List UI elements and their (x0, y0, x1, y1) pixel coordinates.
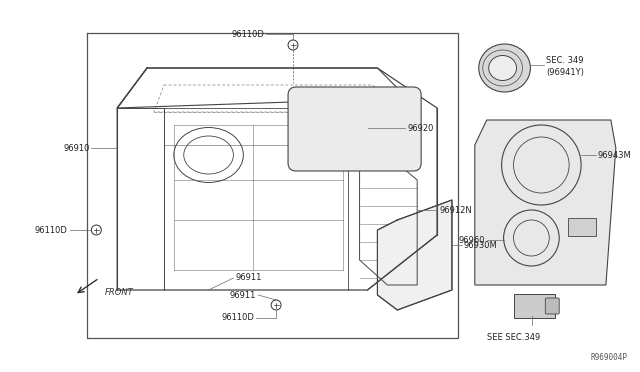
Polygon shape (378, 200, 452, 310)
Text: 96920: 96920 (407, 124, 434, 132)
Text: R969004P: R969004P (591, 353, 628, 362)
FancyBboxPatch shape (545, 298, 559, 314)
Text: 96960: 96960 (458, 235, 484, 244)
FancyBboxPatch shape (513, 294, 556, 318)
Text: 96912N: 96912N (439, 205, 472, 215)
FancyBboxPatch shape (288, 87, 421, 171)
Text: FRONT: FRONT (104, 288, 133, 297)
Text: 96911: 96911 (236, 273, 262, 282)
Text: SEE SEC.349: SEE SEC.349 (486, 334, 540, 343)
Text: 96110D: 96110D (231, 29, 264, 38)
Ellipse shape (479, 44, 531, 92)
Text: 96943M: 96943M (598, 151, 632, 160)
Text: 96930M: 96930M (464, 241, 498, 250)
Text: 96910: 96910 (63, 144, 90, 153)
Text: 96911: 96911 (230, 291, 256, 299)
Ellipse shape (489, 55, 516, 80)
Text: (96941Y): (96941Y) (547, 67, 584, 77)
Text: SEC. 349: SEC. 349 (547, 55, 584, 64)
Text: 96110D: 96110D (35, 225, 68, 234)
Text: 96110D: 96110D (221, 314, 254, 323)
FancyBboxPatch shape (568, 218, 596, 236)
Polygon shape (475, 120, 616, 285)
